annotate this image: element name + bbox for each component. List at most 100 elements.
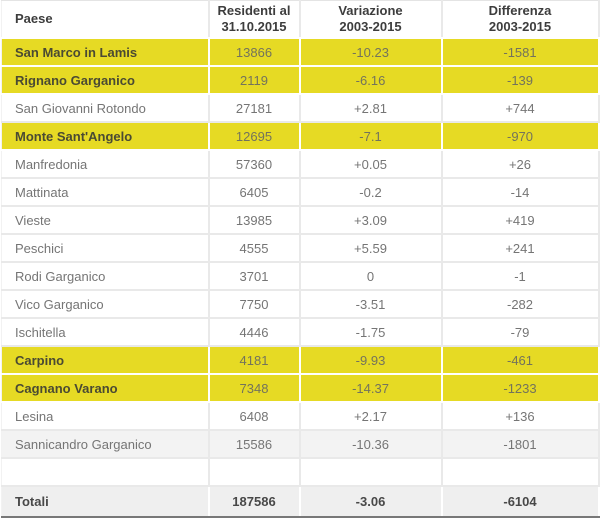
cell-residenti: 7750	[208, 290, 301, 319]
table-row: Lesina 6408 +2.17 +136	[1, 402, 600, 431]
column-header-residenti: Residenti al 31.10.2015	[208, 0, 301, 39]
table-row: Rignano Garganico 2119 -6.16 -139	[1, 66, 600, 95]
cell-paese: Sannicandro Garganico	[1, 430, 210, 459]
totals-differenza: -6104	[441, 486, 600, 518]
table-body: San Marco in Lamis 13866 -10.23 -1581 Rignan…	[1, 38, 600, 487]
cell-residenti: 3701	[208, 262, 301, 291]
cell-variazione: +5.59	[299, 234, 443, 263]
table-row: Carpino 4181 -9.93 -461	[1, 346, 600, 375]
cell-residenti: 13866	[208, 38, 301, 67]
totals-row: Totali 187586 -3.06 -6104	[1, 486, 600, 518]
column-header-label-line2: 2003-2015	[339, 19, 402, 34]
column-header-label: Differenza	[488, 3, 552, 18]
cell-paese: Vico Garganico	[1, 290, 210, 319]
cell-differenza: -79	[441, 318, 600, 347]
totals-residenti: 187586	[208, 486, 301, 518]
cell-variazione: -6.16	[299, 66, 443, 95]
cell-paese	[1, 458, 210, 487]
cell-residenti: 57360	[208, 150, 301, 179]
cell-differenza: -14	[441, 178, 600, 207]
cell-variazione: -14.37	[299, 374, 443, 403]
table-footer: Totali 187586 -3.06 -6104	[1, 486, 600, 518]
cell-variazione: -9.93	[299, 346, 443, 375]
cell-variazione: 0	[299, 262, 443, 291]
header-row: Paese Residenti al 31.10.2015 Variazione…	[1, 0, 600, 39]
cell-differenza: +744	[441, 94, 600, 123]
cell-variazione: -10.23	[299, 38, 443, 67]
table-row: Rodi Garganico 3701 0 -1	[1, 262, 600, 291]
cell-variazione	[299, 458, 443, 487]
cell-paese: Monte Sant'Angelo	[1, 122, 210, 151]
cell-variazione: +3.09	[299, 206, 443, 235]
cell-differenza	[441, 458, 600, 487]
cell-variazione: +2.17	[299, 402, 443, 431]
cell-variazione: -3.51	[299, 290, 443, 319]
cell-variazione: -10.36	[299, 430, 443, 459]
cell-residenti	[208, 458, 301, 487]
cell-differenza: -1	[441, 262, 600, 291]
cell-differenza: -1801	[441, 430, 600, 459]
totals-label: Totali	[1, 486, 210, 518]
table-row: Vieste 13985 +3.09 +419	[1, 206, 600, 235]
table-row: Mattinata 6405 -0.2 -14	[1, 178, 600, 207]
cell-paese: Cagnano Varano	[1, 374, 210, 403]
cell-variazione: -0.2	[299, 178, 443, 207]
table-row: Ischitella 4446 -1.75 -79	[1, 318, 600, 347]
cell-variazione: -7.1	[299, 122, 443, 151]
cell-paese: San Marco in Lamis	[1, 38, 210, 67]
table-row: Vico Garganico 7750 -3.51 -282	[1, 290, 600, 319]
column-header-paese: Paese	[1, 0, 210, 39]
cell-paese: Ischitella	[1, 318, 210, 347]
table-header: Paese Residenti al 31.10.2015 Variazione…	[1, 0, 600, 39]
cell-variazione: +2.81	[299, 94, 443, 123]
column-header-label-line2: 2003-2015	[488, 19, 552, 34]
cell-differenza: +136	[441, 402, 600, 431]
column-header-differenza: Differenza 2003-2015	[441, 0, 600, 39]
table-row: Cagnano Varano 7348 -14.37 -1233	[1, 374, 600, 403]
cell-residenti: 4181	[208, 346, 301, 375]
column-header-label: Paese	[15, 11, 53, 26]
cell-differenza: -1581	[441, 38, 600, 67]
cell-paese: Rodi Garganico	[1, 262, 210, 291]
cell-differenza: -282	[441, 290, 600, 319]
cell-paese: Peschici	[1, 234, 210, 263]
cell-residenti: 13985	[208, 206, 301, 235]
cell-paese: Mattinata	[1, 178, 210, 207]
cell-residenti: 4446	[208, 318, 301, 347]
cell-differenza: +26	[441, 150, 600, 179]
cell-residenti: 6408	[208, 402, 301, 431]
cell-differenza: -461	[441, 346, 600, 375]
cell-residenti: 2119	[208, 66, 301, 95]
table-row: Monte Sant'Angelo 12695 -7.1 -970	[1, 122, 600, 151]
cell-paese: Carpino	[1, 346, 210, 375]
cell-differenza: -1233	[441, 374, 600, 403]
cell-residenti: 4555	[208, 234, 301, 263]
cell-residenti: 27181	[208, 94, 301, 123]
cell-residenti: 6405	[208, 178, 301, 207]
column-header-label: Residenti al	[217, 3, 291, 18]
table-row: Peschici 4555 +5.59 +241	[1, 234, 600, 263]
cell-differenza: +241	[441, 234, 600, 263]
cell-paese: San Giovanni Rotondo	[1, 94, 210, 123]
cell-variazione: +0.05	[299, 150, 443, 179]
cell-residenti: 15586	[208, 430, 301, 459]
cell-paese: Vieste	[1, 206, 210, 235]
table-row: San Marco in Lamis 13866 -10.23 -1581	[1, 38, 600, 67]
table-row: Sannicandro Garganico 15586 -10.36 -1801	[1, 430, 600, 459]
table-row: San Giovanni Rotondo 27181 +2.81 +744	[1, 94, 600, 123]
column-header-label-line2: 31.10.2015	[221, 19, 287, 34]
table-row: Manfredonia 57360 +0.05 +26	[1, 150, 600, 179]
cell-paese: Rignano Garganico	[1, 66, 210, 95]
spacer-row	[1, 458, 600, 487]
column-header-variazione: Variazione 2003-2015	[299, 0, 443, 39]
cell-paese: Manfredonia	[1, 150, 210, 179]
cell-differenza: -139	[441, 66, 600, 95]
cell-variazione: -1.75	[299, 318, 443, 347]
cell-differenza: +419	[441, 206, 600, 235]
cell-residenti: 7348	[208, 374, 301, 403]
column-header-label: Variazione	[338, 3, 403, 18]
totals-variazione: -3.06	[299, 486, 443, 518]
cell-residenti: 12695	[208, 122, 301, 151]
cell-differenza: -970	[441, 122, 600, 151]
